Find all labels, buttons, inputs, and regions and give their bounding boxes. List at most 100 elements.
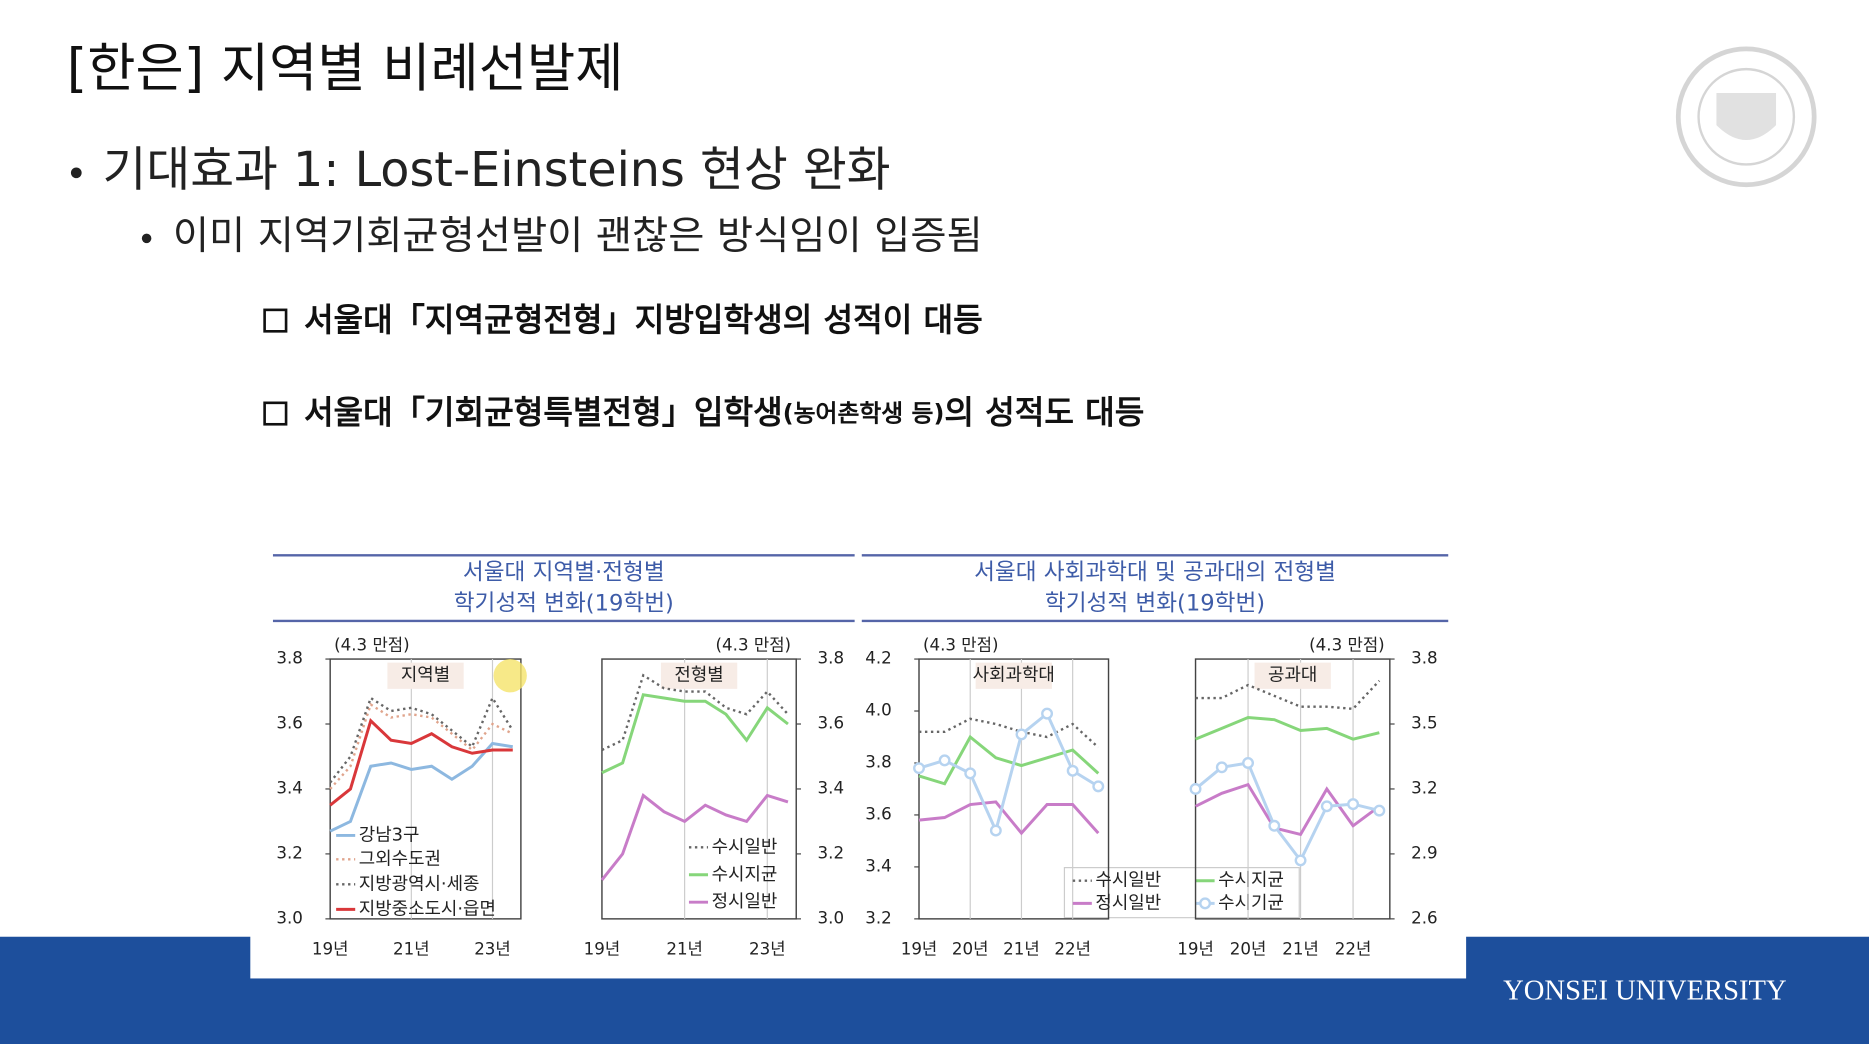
logo-inner [1697,67,1796,166]
series-line [329,702,514,790]
y-tick-label: 2.6 [1411,908,1438,927]
y-tick-label: 3.2 [818,843,845,862]
series-line [329,695,514,784]
unit-label: (4.3 만점) [1309,635,1385,654]
slide-title: [한은] 지역별 비례선발제 [67,38,624,99]
point [989,824,1002,837]
legend-label: 정시일반 [712,891,778,912]
series-line [329,741,514,833]
x-tick-label: 20년 [1230,939,1267,958]
y-tick-label: 3.4 [865,856,892,875]
panel-label-bg [975,662,1052,689]
point [964,767,977,780]
cursor-highlight [493,659,527,693]
x-tick-label: 21년 [666,939,703,958]
legend-label: 수시기균 [1218,892,1284,913]
y-tick-label: 3.8 [1411,649,1438,668]
figure-title: 학기성적 변화(19학번) [1045,591,1265,617]
point [1215,761,1228,774]
logo-shield [1716,92,1777,141]
y-tick-label: 3.6 [818,714,845,733]
x-tick-label: 19년 [312,939,349,958]
legend-label: 수시지균 [1218,870,1284,891]
checkbox [263,308,288,333]
box-text-small: (농어촌학생 등) [783,399,945,427]
x-tick-label: 23년 [474,939,511,958]
y-tick-label: 3.2 [865,908,892,927]
point [1015,728,1028,741]
legend-label: 수시일반 [712,836,778,857]
series-line [1194,782,1381,837]
point [1373,804,1386,817]
legend-marker [1199,897,1212,910]
box-item: 서울대「기회균형특별전형」입학생(농어촌학생 등)의 성적도 대등 [304,394,1144,432]
x-tick-label: 22년 [1335,939,1372,958]
x-tick-label: 19년 [1177,939,1214,958]
legend-label: 수시지균 [712,864,778,885]
y-tick-label: 4.0 [865,701,892,720]
figure-title: 학기성적 변화(19학번) [454,591,674,617]
x-tick-label: 21년 [1003,939,1040,958]
y-tick-label: 4.2 [865,649,892,668]
point [1268,819,1281,832]
point [1347,798,1360,811]
legend-label: 정시일반 [1095,892,1161,913]
panel-label: 전형별 [674,665,723,686]
x-tick-label: 21년 [1282,939,1319,958]
unit-label: (4.3 만점) [923,635,999,654]
panel-label: 공과대 [1268,665,1317,686]
legend-label: 지방광역시·세종 [359,873,480,894]
checkbox [263,401,288,426]
point [1189,783,1202,795]
point [1294,854,1307,867]
series-line [601,693,789,775]
bullet: 기대효과 1: Lost-Einsteins 현상 완화 [103,143,891,198]
y-tick-label: 3.0 [818,908,845,927]
y-tick-label: 3.8 [865,752,892,771]
logo-ring [1675,46,1817,188]
bullet-dot [70,167,82,179]
series-line [918,800,1100,836]
legend-label: 강남3구 [359,824,420,845]
logo [1675,46,1817,188]
unit-label: (4.3 만점) [716,635,792,654]
x-tick-label: 22년 [1054,939,1091,958]
plot-frame [918,658,1110,920]
panel-label-bg [660,662,738,689]
series-line [1195,679,1381,711]
series-line [919,717,1100,749]
y-tick-label: 3.6 [865,804,892,823]
sub-bullet: 이미 지역기회균형선발이 괜찮은 방식임이 입증됨 [173,213,983,259]
box-item: 서울대「지역균형전형」지방입학생의 성적이 대등 [304,301,983,339]
x-tick-label: 19년 [901,939,938,958]
box-text: 의 성적도 대등 [944,394,1144,432]
legend-box [1063,867,1300,919]
point [1066,764,1079,777]
point [1320,800,1333,813]
series-line [600,792,789,881]
x-tick-label: 21년 [393,939,430,958]
series-line [329,717,513,807]
legend-label: 그외수도권 [359,848,441,869]
point [913,762,925,775]
point [938,754,951,767]
y-tick-label: 3.5 [1411,714,1438,733]
bullet-dot [141,233,152,244]
y-tick-label: 3.4 [276,778,303,797]
panel-label: 사회과학대 [973,665,1055,686]
y-tick-label: 3.2 [1411,778,1438,797]
y-tick-label: 2.9 [1411,843,1438,862]
panel-label: 지역별 [401,665,450,686]
point [1041,707,1054,720]
charts: 3.0 3.2 3.4 3.6 3.8 19년 21년 23년 (4.3 만점) 지역별강남3구그… [276,635,1437,958]
footer-text: YONSEI UNIVERSITY [1503,975,1787,1006]
point [1242,757,1255,769]
y-tick-label: 3.2 [276,843,303,862]
x-tick-label: 20년 [952,939,989,958]
legend-label: 지방중소도시·읍면 [359,898,496,919]
panel-label-bg [387,662,464,689]
figure-title: 서울대 사회과학대 및 공과대의 전형별 [974,560,1336,586]
x-tick-label: 23년 [749,939,786,958]
